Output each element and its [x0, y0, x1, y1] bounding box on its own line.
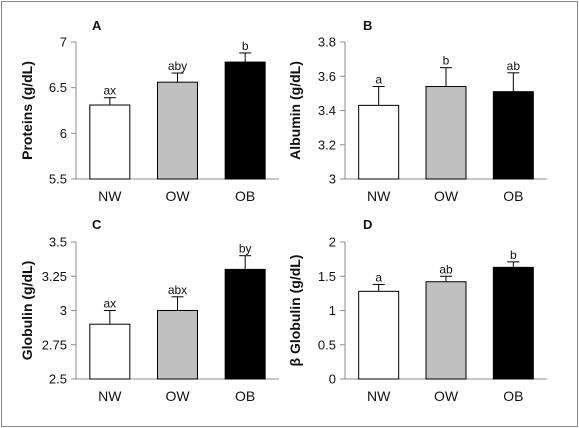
panel-letter: C [92, 217, 102, 232]
y-axis-label: β Globulin (g/dL) [287, 255, 303, 367]
x-category-label: NW [98, 188, 122, 204]
panel-letter: B [363, 18, 372, 33]
y-axis-label: Proteins (g/dL) [19, 61, 35, 160]
significance-label: b [510, 248, 517, 262]
bar-ob [492, 266, 534, 380]
significance-label: ab [507, 59, 521, 73]
panel-d: Dβ Globulin (g/dL) 0 0.5 1 1.5 2 a NW ab OW b OB [287, 217, 547, 404]
x-category-label: OW [434, 388, 459, 404]
x-category-label: OB [503, 388, 523, 404]
y-tick-label: 0 [329, 372, 336, 387]
y-tick-label: 7 [60, 35, 67, 50]
y-tick-label: 0.5 [318, 337, 336, 352]
panel-a: A Proteins (g/dL) 5.5 6 6.5 7 ax NW aby OW b OB [19, 18, 279, 204]
x-category-label: OB [235, 388, 255, 404]
bar-ow [425, 281, 467, 380]
y-tick-label: 3.6 [318, 69, 336, 84]
panel-letter: A [92, 18, 102, 33]
x-category-label: OW [434, 188, 459, 204]
y-axis-label: Albumin (g/dL) [287, 61, 303, 160]
x-category-label: NW [367, 388, 391, 404]
bar-nw [358, 104, 400, 180]
significance-label: by [239, 242, 252, 256]
significance-label: a [375, 270, 382, 284]
bar-nw [358, 290, 400, 380]
x-category-label: NW [98, 388, 122, 404]
x-category-label: OB [503, 188, 523, 204]
significance-label: b [242, 39, 249, 53]
bar-ow [425, 86, 467, 180]
bar-ob [224, 268, 266, 380]
bar-ow [157, 310, 198, 380]
significance-label: a [375, 73, 382, 87]
bar-nw [89, 104, 131, 180]
x-category-label: OW [165, 388, 190, 404]
y-tick-label: 1 [329, 303, 336, 318]
bar-ob [224, 61, 266, 180]
y-tick-label: 1.5 [318, 269, 336, 284]
x-category-label: OB [235, 188, 255, 204]
significance-label: abx [168, 283, 187, 297]
x-category-label: OW [165, 188, 190, 204]
y-tick-label: 3.4 [318, 103, 336, 118]
significance-label: b [443, 54, 450, 68]
bar-nw [89, 323, 131, 380]
y-tick-label: 3 [329, 172, 336, 187]
significance-label: ax [103, 84, 116, 98]
y-tick-label: 3 [60, 303, 67, 318]
y-tick-label: 6.5 [49, 80, 67, 95]
y-tick-label: 2.75 [42, 337, 67, 352]
significance-label: ax [103, 297, 116, 311]
y-tick-label: 2 [329, 235, 336, 250]
panel-c: C Globulin (g/dL) 2.5 2.75 3 3.25 3.5 ax NW abx OW… [19, 217, 279, 404]
y-tick-label: 3.2 [318, 137, 336, 152]
bar-ob [492, 91, 534, 180]
y-tick-label: 2.5 [49, 372, 67, 387]
y-tick-label: 3.25 [42, 269, 67, 284]
panel-letter: D [363, 217, 372, 232]
y-tick-label: 6 [60, 126, 67, 141]
y-axis-label: Globulin (g/dL) [19, 261, 35, 361]
x-category-label: NW [367, 188, 391, 204]
bar-ow [157, 81, 198, 180]
significance-label: ab [439, 262, 453, 276]
y-tick-label: 5.5 [49, 172, 67, 187]
y-tick-label: 3.5 [49, 235, 67, 250]
panel-b: B Albumin (g/dL) 3 3.2 3.4 3.6 3.8 a NW b OW ab OB [287, 18, 547, 204]
y-tick-label: 3.8 [318, 35, 336, 50]
significance-label: aby [168, 59, 187, 73]
